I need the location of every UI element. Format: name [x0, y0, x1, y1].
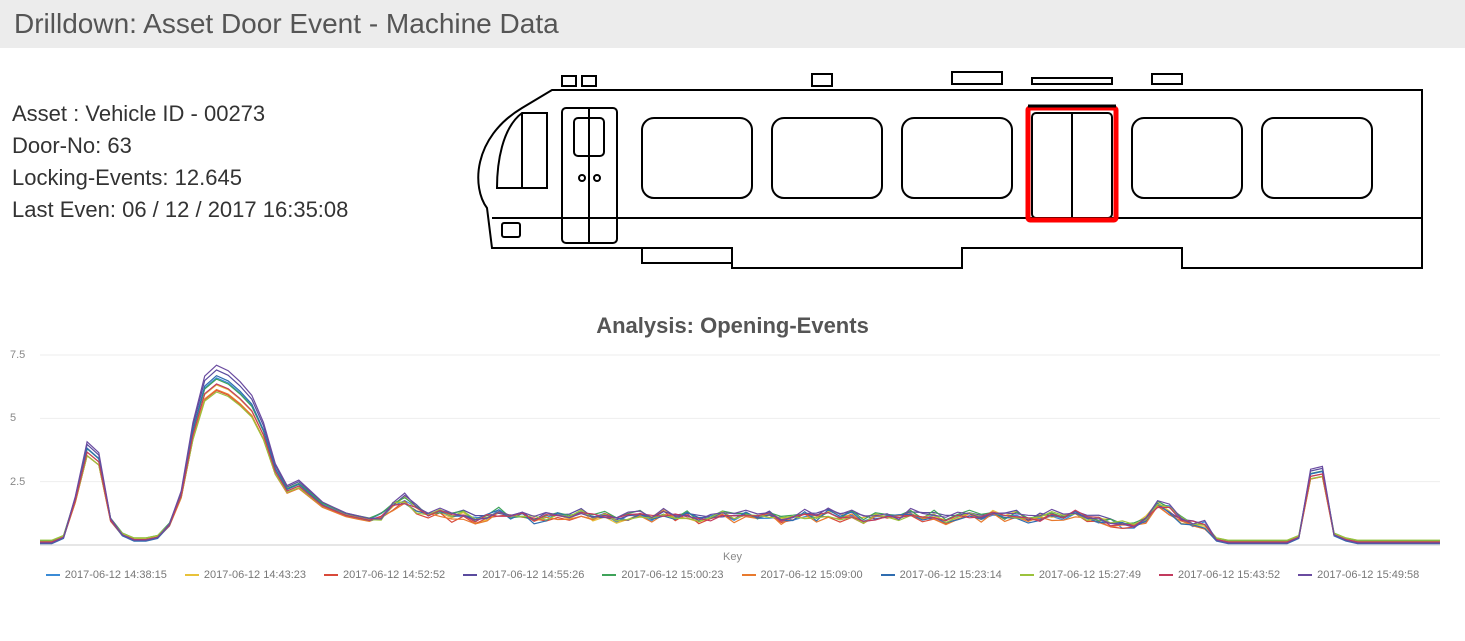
legend-swatch — [742, 574, 756, 576]
asset-value: Vehicle ID - 00273 — [85, 101, 265, 126]
legend-swatch — [324, 574, 338, 576]
legend-swatch — [463, 574, 477, 576]
legend-swatch — [881, 574, 895, 576]
legend-label: 2017-06-12 15:49:58 — [1317, 569, 1419, 581]
last-line: Last Even: 06 / 12 / 2017 16:35:08 — [12, 194, 432, 226]
lock-line: Locking-Events: 12.645 — [12, 162, 432, 194]
legend-item: 2017-06-12 14:55:26 — [463, 569, 584, 581]
legend-label: 2017-06-12 14:43:23 — [204, 569, 306, 581]
legend-label: 2017-06-12 15:09:00 — [761, 569, 863, 581]
y-tick-label: 2.5 — [10, 476, 25, 488]
y-tick-label: 5 — [10, 412, 16, 424]
legend-item: 2017-06-12 14:52:52 — [324, 569, 445, 581]
legend-swatch — [1159, 574, 1173, 576]
legend-label: 2017-06-12 14:55:26 — [482, 569, 584, 581]
legend-item: 2017-06-12 15:43:52 — [1159, 569, 1280, 581]
lock-value: 12.645 — [175, 165, 242, 190]
legend-item: 2017-06-12 15:27:49 — [1020, 569, 1141, 581]
chart-legend: 2017-06-12 14:38:15 2017-06-12 14:43:23 20… — [0, 563, 1465, 591]
top-row: Asset : Vehicle ID - 00273 Door-No: 63 L… — [0, 48, 1465, 303]
series-line — [40, 390, 1440, 543]
legend-item: 2017-06-12 15:09:00 — [742, 569, 863, 581]
opening-events-chart: 2.5 5 7.5 — [10, 345, 1450, 555]
page-title: Drilldown: Asset Door Event - Machine Da… — [0, 0, 1465, 48]
legend-item: 2017-06-12 15:23:14 — [881, 569, 1002, 581]
series-line — [40, 376, 1440, 544]
chart-svg — [10, 345, 1450, 555]
last-label: Last Even: — [12, 197, 116, 222]
door-value: 63 — [107, 133, 131, 158]
analysis-title: Analysis: Opening-Events — [0, 313, 1465, 339]
legend-label: 2017-06-12 15:23:14 — [900, 569, 1002, 581]
series-line — [40, 384, 1440, 542]
legend-swatch — [46, 574, 60, 576]
legend-item: 2017-06-12 14:43:23 — [185, 569, 306, 581]
legend-item: 2017-06-12 15:49:58 — [1298, 569, 1419, 581]
legend-label: 2017-06-12 15:43:52 — [1178, 569, 1280, 581]
legend-label: 2017-06-12 14:52:52 — [343, 569, 445, 581]
train-svg — [432, 68, 1432, 298]
train-diagram — [432, 68, 1453, 303]
asset-line: Asset : Vehicle ID - 00273 — [12, 98, 432, 130]
legend-label: 2017-06-12 15:00:23 — [621, 569, 723, 581]
last-value: 06 / 12 / 2017 16:35:08 — [122, 197, 348, 222]
door-label: Door-No: — [12, 133, 101, 158]
legend-item: 2017-06-12 15:00:23 — [602, 569, 723, 581]
legend-label: 2017-06-12 15:27:49 — [1039, 569, 1141, 581]
y-tick-label: 7.5 — [10, 349, 25, 361]
legend-swatch — [185, 574, 199, 576]
asset-label: Asset : — [12, 101, 79, 126]
asset-info: Asset : Vehicle ID - 00273 Door-No: 63 L… — [12, 68, 432, 226]
door-line: Door-No: 63 — [12, 130, 432, 162]
legend-item: 2017-06-12 14:38:15 — [46, 569, 167, 581]
lock-label: Locking-Events: — [12, 165, 169, 190]
legend-swatch — [602, 574, 616, 576]
legend-label: 2017-06-12 14:38:15 — [65, 569, 167, 581]
legend-swatch — [1020, 574, 1034, 576]
legend-swatch — [1298, 574, 1312, 576]
